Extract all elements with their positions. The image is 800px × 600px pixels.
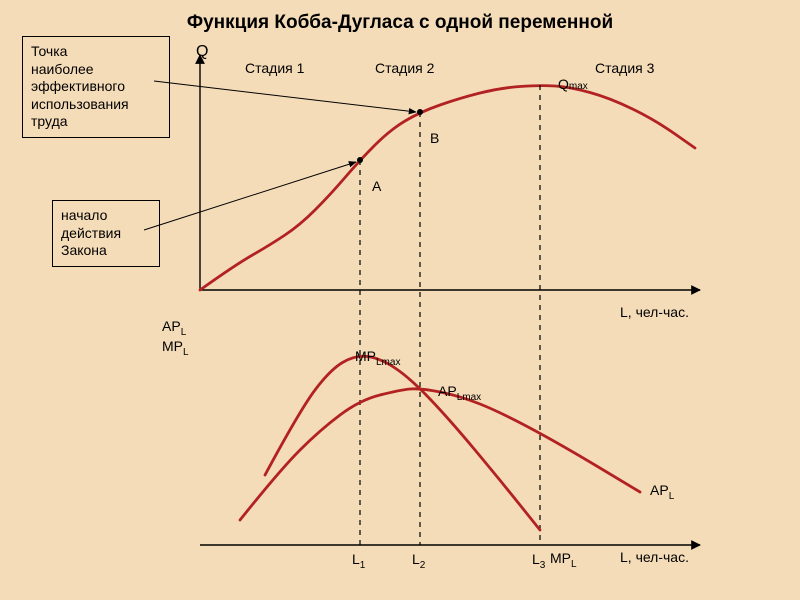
stage-1-label: Стадия 1 — [245, 60, 304, 76]
mp-max-label: MPLmax — [355, 348, 400, 368]
point-b-label: B — [430, 130, 439, 146]
stage-2-label: Стадия 2 — [375, 60, 434, 76]
chart-canvas — [0, 0, 800, 600]
stage-3-label: Стадия 3 — [595, 60, 654, 76]
bottom-y-axis-label: APLMPL — [162, 318, 189, 358]
ap-max-label: APLmax — [438, 383, 481, 403]
l2-tick-label: L2 — [412, 551, 425, 571]
l3-tick-label: L3 — [532, 551, 545, 571]
ap-curve-label: APL — [650, 482, 674, 502]
qmax-label: Qmax — [558, 76, 588, 92]
bottom-x-axis-label: L, чел-час. — [620, 549, 689, 565]
mp-curve-label: MPL — [550, 550, 577, 570]
point-a-label: A — [372, 178, 381, 194]
top-x-axis-label: L, чел-час. — [620, 304, 689, 320]
l1-tick-label: L1 — [352, 551, 365, 571]
top-y-axis-label: Q — [196, 43, 208, 61]
